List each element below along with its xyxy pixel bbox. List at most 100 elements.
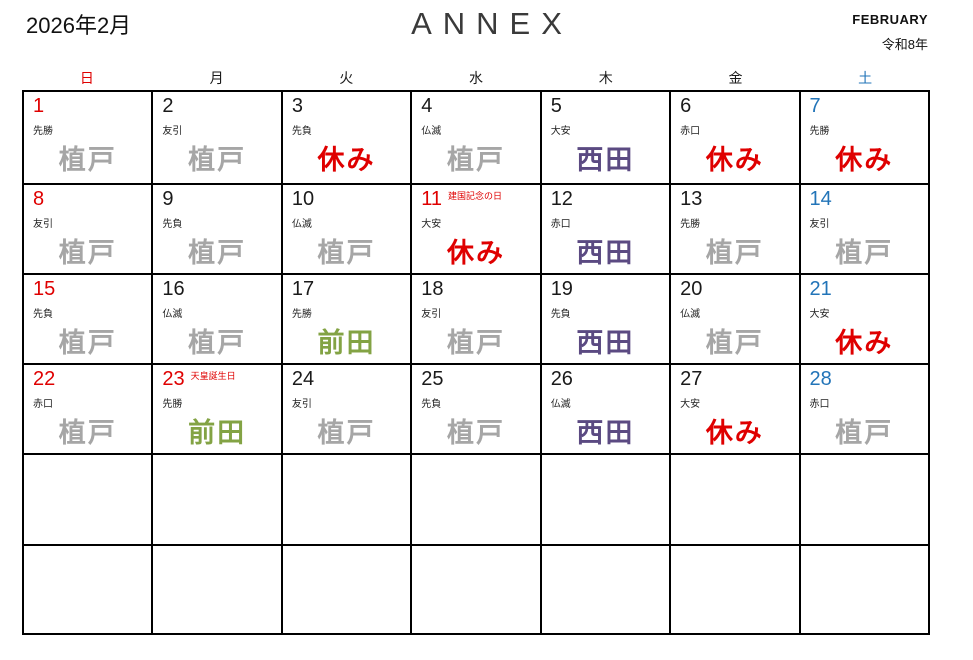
staff-name: 休み xyxy=(446,238,505,268)
day-cell-14: 14 友引 植戸 xyxy=(798,183,931,275)
date-number: 22 xyxy=(33,368,56,390)
day-cell-header: 19 xyxy=(542,278,669,303)
calendar-week-row: 22 赤口 植戸 23 天皇誕生日 先勝 前田 24 友引 植戸 25 先負 植戸 26 仏滅 西田 27 大安休… xyxy=(21,363,931,455)
day-cell-4: 4 仏滅 植戸 xyxy=(410,90,542,185)
weekday-header-0: 日 xyxy=(79,70,94,86)
staff-name: 植戸 xyxy=(188,238,247,268)
day-cell-empty xyxy=(669,544,801,635)
day-cell-header: 4 xyxy=(412,95,539,120)
day-cell-empty xyxy=(280,453,413,546)
rokuyo-label xyxy=(671,485,798,498)
calendar-table: 1 先勝 植戸 2 友引 植戸 3 先負 休み 4 仏滅 植戸 5 大安 西田 6 赤口 休み 7 先勝 休み 8 友引 植戸… xyxy=(21,90,931,635)
day-cell-6: 6 赤口 休み xyxy=(669,90,801,185)
day-cell-header: 17 xyxy=(283,278,410,303)
calendar-week-row: 15 先負 植戸 16 仏滅 植戸 17 先勝 前田 18 友引 植戸 19 先負 西田 20 仏滅 植戸 21 大安… xyxy=(21,273,931,365)
staff-name: 前田 xyxy=(188,418,247,448)
day-cell-5: 5 大安 西田 xyxy=(539,90,672,185)
staff-name: 前田 xyxy=(317,328,376,358)
day-cell-8: 8 友引 植戸 xyxy=(21,183,154,275)
rokuyo-label xyxy=(801,576,928,589)
date-number: 13 xyxy=(680,188,703,210)
calendar-week-row xyxy=(21,453,931,546)
day-cell-header: 23 天皇誕生日 xyxy=(153,368,280,393)
calendar-week-row: 1 先勝 植戸 2 友引 植戸 3 先負 休み 4 仏滅 植戸 5 大安 西田 6 赤口 休み 7 先勝 休み xyxy=(21,90,931,185)
rokuyo-label xyxy=(412,485,539,498)
day-cell-24: 24 友引 植戸 xyxy=(280,363,413,455)
rokuyo-label: 大安 xyxy=(550,126,571,137)
day-cell-empty xyxy=(539,453,672,546)
day-cell-header xyxy=(671,549,798,574)
day-cell-21: 21 大安 休み xyxy=(798,273,931,365)
rokuyo-label: 友引 xyxy=(421,309,442,320)
holiday-label: 建国記念の日 xyxy=(448,191,503,201)
rokuyo-label: 先勝 xyxy=(291,309,312,320)
rokuyo-label: 先勝 xyxy=(33,126,53,137)
day-cell-header xyxy=(801,549,928,574)
staff-name: 植戸 xyxy=(188,328,247,358)
calendar-week-row: 8 友引 植戸 9 先負 植戸 10 仏滅 植戸 11 建国記念の日 大安 休み 12 赤口 西田 13 先勝 植戸… xyxy=(21,183,931,275)
rokuyo-label xyxy=(24,485,151,498)
rokuyo-label: 友引 xyxy=(809,219,830,230)
day-cell-empty xyxy=(798,453,931,546)
day-cell-header: 10 xyxy=(283,188,410,213)
date-number: 20 xyxy=(680,278,703,300)
day-cell-header: 12 xyxy=(542,188,669,213)
weekday-header-1: 月 xyxy=(209,70,224,86)
day-cell-12: 12 赤口 西田 xyxy=(539,183,672,275)
staff-name: 植戸 xyxy=(835,418,894,448)
day-cell-header: 16 xyxy=(153,278,280,303)
rokuyo-label xyxy=(24,576,151,589)
day-cell-header xyxy=(542,458,669,483)
rokuyo-label xyxy=(153,485,280,498)
staff-name: 植戸 xyxy=(705,328,764,358)
day-cell-1: 1 先勝 植戸 xyxy=(21,90,154,185)
day-cell-header: 15 xyxy=(24,278,151,303)
rokuyo-label: 先勝 xyxy=(809,126,830,137)
day-cell-empty xyxy=(410,544,542,635)
day-cell-10: 10 仏滅 植戸 xyxy=(280,183,413,275)
staff-name: 休み xyxy=(835,328,894,358)
day-cell-header: 2 xyxy=(153,95,280,120)
day-cell-7: 7 先勝 休み xyxy=(798,90,931,185)
rokuyo-label: 先負 xyxy=(550,309,571,320)
rokuyo-label: 仏滅 xyxy=(421,126,442,137)
rokuyo-label: 大安 xyxy=(809,309,830,320)
date-number: 4 xyxy=(421,95,433,117)
day-cell-header: 9 xyxy=(153,188,280,213)
date-number: 24 xyxy=(291,368,315,390)
day-cell-empty xyxy=(539,544,672,635)
day-cell-13: 13 先勝 植戸 xyxy=(669,183,801,275)
day-cell-26: 26 仏滅 西田 xyxy=(539,363,672,455)
month-title-jp: 2026年2月 xyxy=(26,13,132,38)
day-cell-header: 5 xyxy=(542,95,669,120)
day-cell-header xyxy=(24,549,151,574)
day-cell-header: 28 xyxy=(801,368,928,393)
day-cell-20: 20 仏滅 植戸 xyxy=(669,273,801,365)
day-cell-17: 17 先勝 前田 xyxy=(280,273,413,365)
date-number: 12 xyxy=(550,188,573,210)
rokuyo-label: 仏滅 xyxy=(291,219,312,230)
day-cell-11: 11 建国記念の日 大安 休み xyxy=(410,183,542,275)
staff-name: 植戸 xyxy=(705,238,764,268)
calendar-week-row xyxy=(21,544,931,635)
staff-name: 植戸 xyxy=(317,238,376,268)
day-cell-27: 27 大安 休み xyxy=(669,363,801,455)
date-number: 23 xyxy=(162,368,185,390)
date-number: 8 xyxy=(33,188,45,210)
calendar-title: ANNEX xyxy=(411,6,573,41)
day-cell-header: 3 xyxy=(283,95,410,120)
date-number: 27 xyxy=(680,368,703,390)
day-cell-23: 23 天皇誕生日 先勝 前田 xyxy=(151,363,283,455)
staff-name: 植戸 xyxy=(446,145,505,175)
staff-name: 休み xyxy=(317,145,376,175)
date-number: 25 xyxy=(421,368,444,390)
day-cell-header: 21 xyxy=(801,278,928,303)
staff-name: 植戸 xyxy=(446,328,505,358)
date-number: 2 xyxy=(162,95,174,117)
rokuyo-label: 赤口 xyxy=(550,219,571,230)
rokuyo-label: 友引 xyxy=(162,126,183,137)
day-cell-header: 13 xyxy=(671,188,798,213)
day-cell-empty xyxy=(151,544,283,635)
rokuyo-label xyxy=(801,485,928,498)
